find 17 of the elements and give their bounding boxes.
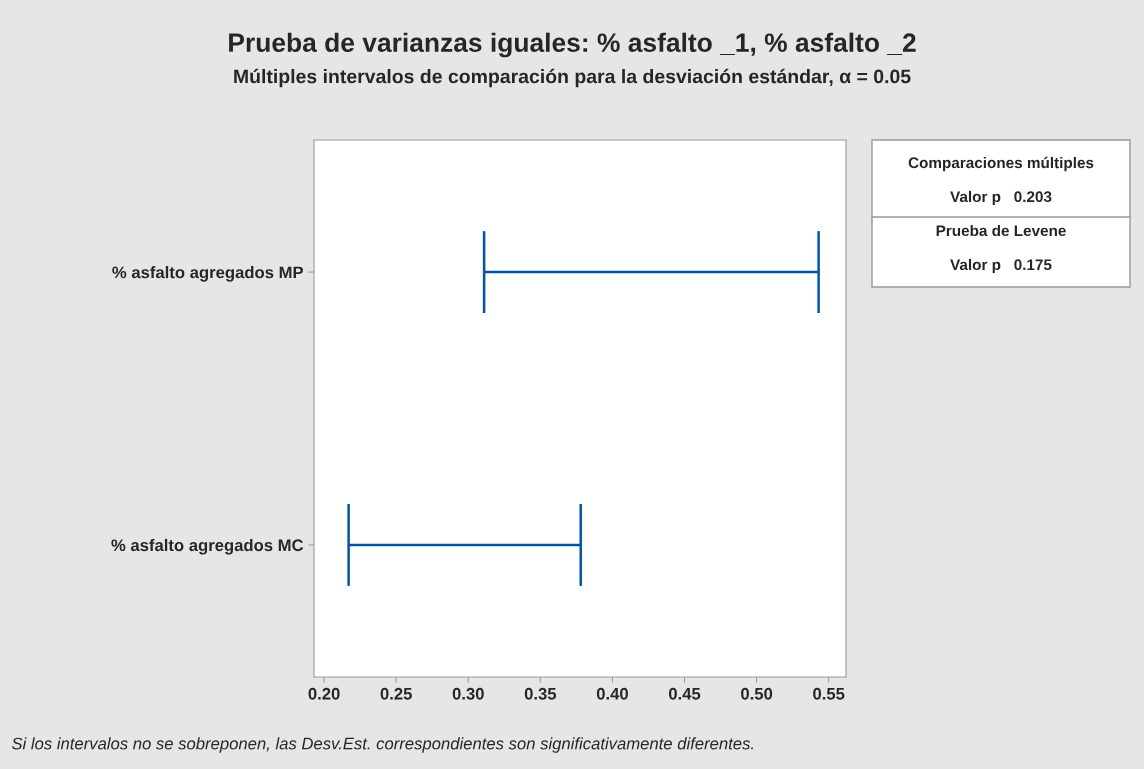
x-tick-label: 0.40 [596,687,628,700]
text: Valor p 0.175 [950,258,1052,274]
text: Si los intervalos no se sobreponen, las Desv.Est. correspondientes son significativamente diferentes. [11,737,754,753]
text: Valor p 0.203 [950,190,1052,206]
y-tick-label: % asfalto agregados MP [112,266,304,282]
x-tick-label: 0.30 [452,687,484,700]
x-tick-label: 0.20 [308,687,340,700]
x-tick-label: 0.55 [813,687,845,700]
x-tick-label: 0.45 [668,687,701,700]
x-tick-label: 0.35 [524,687,557,700]
x-tick-label: 0.50 [741,687,773,700]
text: Prueba de Levene [936,224,1066,237]
x-tick-label: 0.25 [380,687,412,700]
chart-title: Prueba de varianzas iguales: % asfalto _1, % asfalto _2 [229,32,916,58]
y-tick-label: % asfalto agregados MC [111,538,304,555]
text: Comparaciones múltiples [908,156,1094,172]
chart-subtitle: Múltiples intervalos de comparación para la desviación estándar, α = 0.05 [234,68,911,88]
